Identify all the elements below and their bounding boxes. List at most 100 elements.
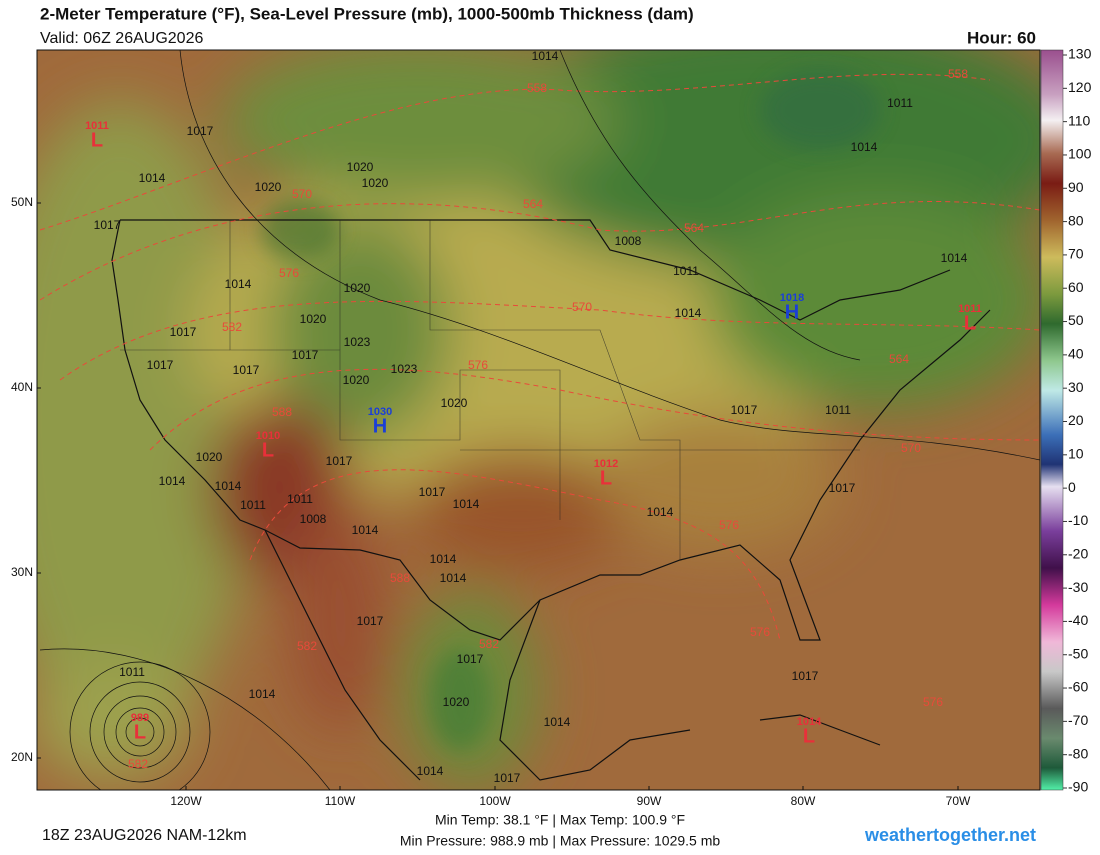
thickness-label: 570 xyxy=(572,300,592,314)
high-value: 1030 xyxy=(368,406,392,418)
isobar-label: 1014 xyxy=(851,140,878,154)
colorbar-label: -70 xyxy=(1068,712,1088,728)
thickness-label: 588 xyxy=(272,405,292,419)
isobar-label: 1014 xyxy=(417,764,444,778)
lon-label: 80W xyxy=(791,794,816,808)
colorbar-label: 30 xyxy=(1068,379,1084,395)
thickness-label: 570 xyxy=(901,441,921,455)
map-frame xyxy=(36,49,1041,791)
low-symbol: L xyxy=(803,725,815,747)
lat-label: 50N xyxy=(11,195,33,209)
isobar-label: 1020 xyxy=(443,695,470,709)
isobar-label: 1014 xyxy=(453,497,480,511)
title: 2-Meter Temperature (°F), Sea-Level Pres… xyxy=(40,4,694,23)
isobar-label: 1014 xyxy=(647,505,674,519)
thickness-label: 588 xyxy=(390,571,410,585)
isobar-label: 1014 xyxy=(532,49,559,63)
thickness-label: 558 xyxy=(948,67,968,81)
colorbar-label: 0 xyxy=(1068,479,1076,495)
colorbar-label: 80 xyxy=(1068,212,1084,228)
low-value: 1011 xyxy=(85,120,109,132)
thickness-label: 570 xyxy=(292,187,312,201)
colorbar-label: -30 xyxy=(1068,579,1088,595)
lat-label: 20N xyxy=(11,750,33,764)
low-value: 1011 xyxy=(958,303,982,315)
colorbar-ticks: 1301201101009080706050403020100-10-20-30… xyxy=(1063,46,1092,795)
isobar-label: 1020 xyxy=(441,396,468,410)
valid-time: Valid: 06Z 26AUG2026 xyxy=(40,30,203,47)
labels: 1030H1018H1011L1010L1012L1014L989L1011L1… xyxy=(85,49,982,785)
high-symbol: H xyxy=(373,415,387,437)
colorbar-label: 90 xyxy=(1068,179,1084,195)
low-symbol: L xyxy=(91,129,103,151)
axis-labels: 50N 40N 30N 20N 120W 110W 100W 90W 80W 70W xyxy=(11,195,971,808)
isobar-label: 1017 xyxy=(731,403,758,417)
isobar-label: 1020 xyxy=(344,281,371,295)
thickness-label: 582 xyxy=(128,757,148,771)
isobar-label: 1017 xyxy=(170,325,197,339)
isobar-label: 1020 xyxy=(300,312,327,326)
thickness-contours xyxy=(39,73,1040,641)
colorbar-label: -10 xyxy=(1068,512,1088,528)
colorbar-label: 60 xyxy=(1068,279,1084,295)
isobar-label: 1014 xyxy=(225,277,252,291)
isobar-label: 1017 xyxy=(792,669,819,683)
model-run: 18Z 23AUG2026 NAM-12km xyxy=(42,827,247,844)
colorbar-label: 120 xyxy=(1068,79,1092,95)
colorbar-label: 110 xyxy=(1068,112,1091,128)
isobar-label: 1017 xyxy=(326,454,353,468)
colorbar xyxy=(1040,49,1064,791)
isobar-label: 1011 xyxy=(287,492,313,506)
high-value: 1018 xyxy=(780,292,804,304)
lon-label: 120W xyxy=(170,794,202,808)
isobar-label: 1020 xyxy=(255,180,282,194)
thickness-label: 564 xyxy=(889,352,909,366)
low-symbol: L xyxy=(964,312,976,334)
thickness-label: 576 xyxy=(719,518,739,532)
colorbar-label: -90 xyxy=(1068,779,1088,795)
isobar-label: 1017 xyxy=(457,652,484,666)
lat-label: 40N xyxy=(11,380,33,394)
borders xyxy=(111,219,991,781)
low-value: 1012 xyxy=(594,458,618,470)
isobar-label: 1017 xyxy=(829,481,856,495)
low-value: 1010 xyxy=(256,430,280,442)
isobar-label: 1008 xyxy=(300,512,327,526)
colorbar-label: 50 xyxy=(1068,312,1084,328)
isobar-label: 1014 xyxy=(440,571,467,585)
lat-label: 30N xyxy=(11,565,33,579)
isobar-label: 1020 xyxy=(347,160,374,174)
lon-label: 90W xyxy=(637,794,662,808)
isobar-label: 1011 xyxy=(825,403,851,417)
isobar-label: 1011 xyxy=(240,498,266,512)
isobar-label: 1017 xyxy=(94,218,121,232)
colorbar-label: 20 xyxy=(1068,412,1084,428)
isobar-label: 1014 xyxy=(249,687,276,701)
state-lines xyxy=(120,220,860,560)
thickness-label: 564 xyxy=(523,197,543,211)
thickness-label: 576 xyxy=(750,625,770,639)
site-name: weathertogether.net xyxy=(864,825,1036,845)
map-field: 1030H1018H1011L1010L1012L1014L989L1011L1… xyxy=(37,49,1040,790)
isobar-label: 1020 xyxy=(196,450,223,464)
colorbar-label: -40 xyxy=(1068,612,1088,628)
colorbar-label: 10 xyxy=(1068,446,1084,462)
temp-stats: Min Temp: 38.1 °F | Max Temp: 100.9 °F xyxy=(435,812,685,828)
isobar-label: 1011 xyxy=(673,264,699,278)
isobar-label: 1017 xyxy=(187,124,214,138)
thickness-label: 564 xyxy=(684,221,704,235)
isobar-label: 1017 xyxy=(233,363,260,377)
isobar-label: 1014 xyxy=(159,474,186,488)
colorbar-label: 130 xyxy=(1068,46,1092,62)
isobar-label: 1011 xyxy=(887,96,913,110)
isobar-label: 1017 xyxy=(357,614,384,628)
isobar-label: 1020 xyxy=(343,373,370,387)
isobar-label: 1017 xyxy=(419,485,446,499)
lon-label: 110W xyxy=(325,794,356,808)
pressure-stats: Min Pressure: 988.9 mb | Max Pressure: 1… xyxy=(400,833,721,849)
colorbar-label: 70 xyxy=(1068,246,1084,262)
forecast-hour: Hour: 60 xyxy=(967,28,1036,47)
isobar-label: 1014 xyxy=(430,552,457,566)
low-value: 1014 xyxy=(797,716,822,728)
